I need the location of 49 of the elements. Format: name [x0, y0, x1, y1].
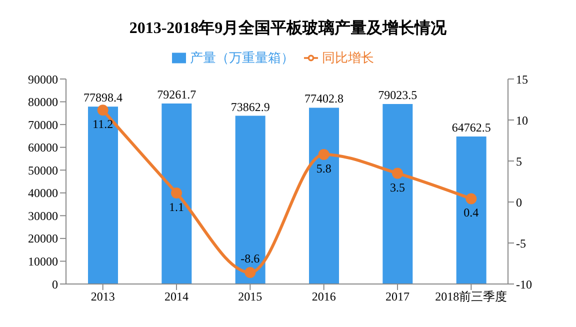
bar [309, 108, 339, 284]
point [318, 148, 330, 160]
y2-tick-label: -5 [516, 236, 526, 250]
y-tick-label: 50000 [28, 163, 58, 178]
x-tick-label: 2017 [386, 290, 410, 304]
data-label: 77898.4 [84, 90, 122, 105]
chart-title: 2013-2018年9月全国平板玻璃产量及增长情况 [128, 18, 448, 39]
y2-tick-label: 10 [516, 113, 528, 128]
y-tick-label: 30000 [28, 208, 58, 223]
y2-tick-label: 0 [516, 195, 522, 210]
y-tick-label: 70000 [28, 118, 58, 132]
x-tick-label: 2015 [238, 290, 262, 304]
data-label: 5.8 [316, 161, 332, 176]
data-label: 64762.5 [452, 120, 491, 134]
y2-tick-label: 15 [516, 72, 528, 86]
y-tick-label: 80000 [28, 95, 58, 110]
data-label: -8.6 [240, 252, 260, 266]
data-label: 77402.8 [304, 92, 344, 106]
data-label: 11.2 [92, 117, 114, 132]
y-tick-label: 90000 [28, 72, 58, 86]
y-tick-label: 40000 [28, 186, 58, 200]
y2-tick-label: 5 [516, 154, 522, 168]
bar [162, 103, 192, 284]
x-tick-label: 2018前三季度 [435, 290, 508, 304]
y-tick-label: 10000 [28, 254, 58, 268]
y-tick-label: 20000 [28, 232, 58, 246]
x-tick-label: 2016 [312, 290, 336, 304]
bar [382, 104, 413, 284]
data-label: 79023.5 [378, 88, 418, 102]
data-label: 79261.7 [157, 87, 196, 102]
bar [88, 106, 118, 284]
data-label: 0.4 [464, 206, 479, 220]
point [97, 104, 108, 116]
legend-label: 产量（万重量箱） [190, 51, 294, 66]
y-tick-label: 60000 [28, 140, 58, 155]
x-tick-label: 2014 [164, 290, 188, 304]
point [244, 267, 256, 278]
point [171, 187, 182, 198]
x-tick-label: 2013 [90, 290, 115, 304]
y-tick-label: 0 [52, 277, 58, 292]
data-label: 73862.9 [230, 100, 270, 114]
data-label: 3.5 [390, 180, 405, 194]
point [466, 193, 477, 204]
bar [456, 136, 486, 284]
legend-label: 同比增长 [322, 51, 374, 66]
bar [235, 116, 266, 284]
y2-tick-label: -10 [516, 277, 532, 292]
point [392, 168, 403, 179]
data-label: 1.1 [169, 200, 184, 214]
